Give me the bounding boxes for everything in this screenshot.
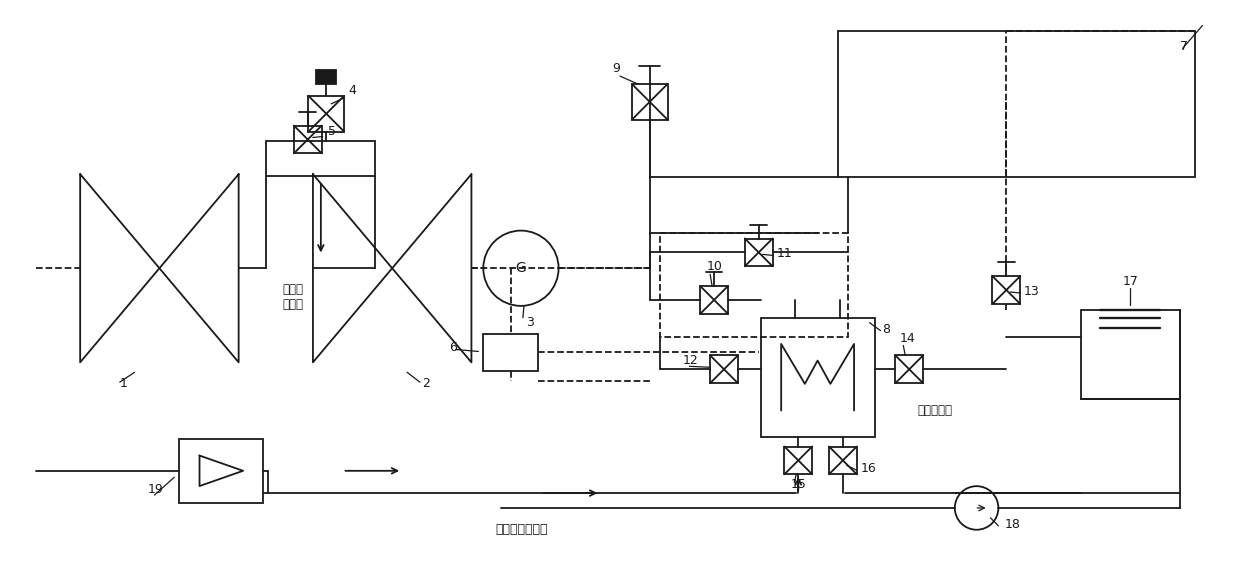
- Text: 1: 1: [120, 377, 128, 390]
- Text: 14: 14: [899, 332, 915, 345]
- Text: 6: 6: [449, 342, 456, 355]
- Text: 18: 18: [1004, 518, 1021, 531]
- Text: 10: 10: [706, 260, 722, 273]
- Text: 抜空气设备: 抜空气设备: [918, 404, 952, 417]
- Text: 2: 2: [422, 377, 430, 390]
- Text: 3: 3: [526, 316, 533, 329]
- Text: 15: 15: [790, 478, 806, 491]
- Text: 13: 13: [1024, 285, 1040, 298]
- Text: G: G: [516, 261, 526, 275]
- Text: 辅机冷却水系统: 辅机冷却水系统: [496, 523, 548, 536]
- Text: 9: 9: [613, 62, 620, 75]
- Text: 19: 19: [148, 483, 164, 496]
- Text: 12: 12: [682, 355, 698, 367]
- Text: 5: 5: [327, 124, 336, 137]
- Polygon shape: [316, 70, 336, 84]
- Text: 8: 8: [883, 323, 890, 336]
- Text: 16: 16: [861, 463, 877, 475]
- Text: 4: 4: [348, 84, 356, 97]
- Text: 11: 11: [776, 247, 792, 261]
- Text: 17: 17: [1122, 275, 1138, 288]
- Text: 7: 7: [1179, 41, 1188, 53]
- Text: 对外抜
汽供热: 对外抜 汽供热: [283, 283, 304, 311]
